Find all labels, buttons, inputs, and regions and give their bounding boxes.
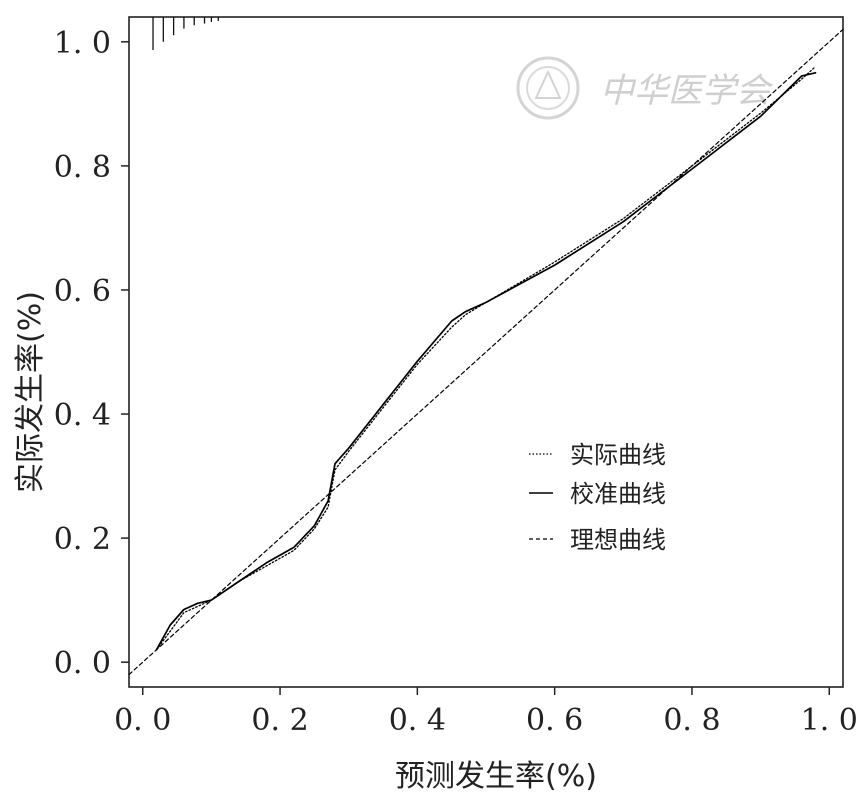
series-line-dotted — [155, 65, 817, 651]
x-tick-label-0: 0. 0 — [114, 703, 171, 738]
y-tick-label-2: 0. 4 — [54, 398, 111, 433]
x-tick-label-4: 0. 8 — [663, 703, 720, 738]
series-lines — [128, 28, 844, 676]
y-tick-label-5: 1. 0 — [54, 26, 111, 61]
x-tick-label-2: 0. 4 — [389, 703, 446, 738]
axis-ticks: 0. 0 0. 2 0. 4 0. 6 0. 8 1. 0 0. 0 0. 2 0. 4 0. 6… — [54, 26, 858, 738]
series-line-solid — [155, 71, 817, 651]
y-tick-label-0: 0. 0 — [54, 646, 111, 681]
legend-label-calibration: 校准曲线 — [570, 480, 666, 508]
y-tick-label-1: 0. 2 — [54, 522, 111, 557]
x-tick-label-5: 1. 0 — [801, 703, 858, 738]
rug-marks — [152, 17, 219, 50]
x-tick-label-3: 0. 6 — [526, 703, 583, 738]
y-axis-title: 实际发生率(%) — [13, 291, 48, 493]
watermark-text: 中华医学会 — [600, 71, 774, 111]
watermark-seal-icon — [516, 56, 580, 120]
plot-frame — [128, 16, 844, 688]
legend-label-ideal: 理想曲线 — [570, 526, 666, 554]
x-tick-label-1: 0. 2 — [251, 703, 308, 738]
series-line-dashed — [128, 28, 844, 676]
legend: 实际曲线 校准曲线 理想曲线 — [529, 441, 666, 554]
watermark: 中华医学会 — [516, 56, 774, 120]
legend-label-actual: 实际曲线 — [570, 441, 666, 469]
y-tick-label-4: 0. 8 — [54, 150, 111, 185]
y-tick-label-3: 0. 6 — [54, 274, 111, 309]
x-axis-title: 预测发生率(%) — [395, 759, 597, 794]
